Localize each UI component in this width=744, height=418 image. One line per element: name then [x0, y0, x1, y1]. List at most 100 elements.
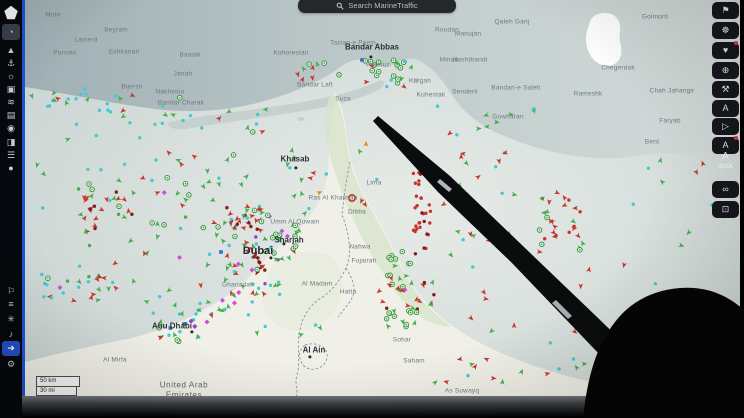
city-marker-dot	[269, 256, 273, 260]
toolbar-button-my-fleet[interactable]: ☸	[712, 22, 739, 39]
town-label: Senderk	[452, 88, 478, 96]
qeshm-island	[167, 80, 385, 130]
country-label: United Arab	[159, 380, 209, 390]
toolbar-button-fullscreen[interactable]: ⊡	[712, 201, 739, 218]
city-label: Dubai	[242, 245, 274, 257]
sidebar-item-cards-icon[interactable]: ▤	[6, 109, 16, 120]
sidebar-item-live-map-icon[interactable]: ◔	[2, 24, 20, 40]
sidebar-item-tags-icon[interactable]: ⚐	[6, 285, 16, 296]
city-label: Al Ain	[302, 345, 326, 355]
map-scale-control: 50 km 30 mi	[36, 376, 80, 396]
vessel-cluster[interactable]	[285, 140, 379, 217]
town-label: Kuhestak	[416, 91, 446, 99]
town-label: Faryab	[659, 117, 681, 125]
search-icon	[337, 2, 344, 10]
search-placeholder: Search MarineTraffic	[348, 1, 418, 10]
scale-km: 50 km	[36, 376, 80, 387]
town-label: Umm Al Quwain	[270, 218, 320, 226]
town-label: Al Mirfa	[103, 356, 127, 364]
town-label: Bastak	[179, 51, 201, 59]
sidebar-item-vessels-icon[interactable]: ▲	[6, 44, 16, 55]
left-sidebar: ◔ ▲ ⚓ ☼ ▣ ≋ ▤ ◉ ◨ ☰ ● ⚐ ≡ ✳ ♪ ➜ ⚙	[0, 0, 25, 418]
notification-badge	[734, 41, 738, 45]
monitor-bezel	[0, 396, 744, 418]
city-label: Bandar Abbas	[345, 42, 399, 52]
vessel-cluster[interactable]	[46, 87, 91, 109]
town-label: Bandar Charak	[157, 99, 205, 107]
sidebar-item-ports-icon[interactable]: ⚓	[6, 57, 16, 68]
town-label: Golmorti	[641, 13, 669, 21]
toolbar-button-favorites[interactable]: ♥	[712, 41, 739, 59]
vessel-cluster[interactable]	[28, 89, 142, 143]
town-label: Nakheloo	[155, 88, 185, 96]
vessel-cluster[interactable]	[294, 60, 342, 83]
toolbar-button-labels-toggle[interactable]: A	[712, 136, 739, 154]
city-label: Sharjah	[274, 235, 304, 245]
sidebar-item-login-icon[interactable]: ➜	[2, 341, 20, 356]
sidebar-item-fleet-icon[interactable]: ◨	[6, 136, 16, 147]
town-label: Chah Jahangir	[649, 87, 695, 95]
toolbar-button-vessel-names[interactable]: A	[712, 100, 739, 117]
town-label: Mohr	[45, 11, 61, 19]
town-label: Dibba	[348, 208, 366, 216]
sidebar-item-settings-icon[interactable]: ⚙	[6, 358, 16, 369]
city-marker-dot	[369, 55, 373, 59]
city-marker-dot	[190, 330, 194, 334]
vessel-cluster[interactable]	[81, 189, 137, 235]
vessel-cluster[interactable]	[151, 301, 215, 345]
toolbar-button-map-projection[interactable]: ⊕	[712, 62, 739, 79]
city-marker-dot	[282, 242, 286, 246]
city-marker-dot	[308, 355, 312, 359]
sidebar-item-camera-icon[interactable]: ◉	[7, 122, 15, 133]
town-label: Rameshk	[573, 90, 603, 98]
vessel-cluster[interactable]	[362, 57, 415, 90]
town-label: Roudan	[435, 26, 459, 34]
sidebar-item-network-icon[interactable]: ✳	[7, 313, 15, 324]
town-label: Tazian-e Paein	[330, 39, 376, 47]
vessel-counter-icon: A	[722, 151, 729, 162]
marinetraffic-logo-icon	[4, 5, 18, 20]
toolbar-button-playback[interactable]: ▷	[712, 118, 739, 135]
city-label: Khasab	[280, 154, 310, 164]
scale-mi: 30 mi	[36, 386, 77, 396]
sidebar-item-more-icon[interactable]: ●	[8, 162, 14, 173]
town-label: Hatta	[339, 288, 357, 296]
town-label: Beyram	[104, 26, 128, 34]
town-label: Ras Al Khaimah	[308, 194, 358, 202]
toolbar-button-saved-views[interactable]: ⚑	[712, 2, 739, 19]
sidebar-item-news-icon[interactable]: ☰	[6, 149, 16, 160]
right-toolbar: ⚑ ☸ ♥ ⊕ ⚒ A ▷ A ∞ ⊡ A 301K	[710, 0, 744, 418]
map-viewport[interactable]: Mohr Beyram Lamerd Eshkanan Parsian Bastak Jan…	[25, 0, 740, 396]
town-label: Ghanadah	[222, 281, 254, 289]
city-marker-dot	[294, 166, 298, 170]
town-label: Minab	[439, 56, 459, 64]
town-label: Kargan	[408, 77, 432, 85]
town-label: As Suwayq	[444, 387, 480, 395]
sidebar-item-photos-icon[interactable]: ▣	[6, 83, 16, 94]
search-bar[interactable]: Search MarineTraffic	[298, 0, 456, 13]
sidebar-item-layers-icon[interactable]: ≡	[8, 298, 14, 309]
vessel-cluster[interactable]	[149, 149, 262, 248]
town-label: Lamerd	[74, 36, 98, 44]
vessel-cluster[interactable]	[46, 273, 112, 304]
vessel-cluster[interactable]	[153, 94, 269, 135]
sidebar-item-notifications-icon[interactable]: ♪	[8, 328, 14, 339]
city-label: Abu Dhabi	[152, 321, 192, 331]
vessel-cluster[interactable]	[225, 203, 264, 234]
town-label: Qaleh Ganj	[494, 18, 530, 26]
toolbar-button-tools[interactable]: ⚒	[712, 81, 739, 98]
sidebar-item-weather-icon[interactable]: ≋	[7, 96, 15, 107]
vessel-cluster[interactable]	[261, 222, 299, 263]
toolbar-button-density-infinity[interactable]: ∞	[712, 181, 739, 198]
town-label: Saham	[403, 357, 425, 365]
town-label: Kohorestan	[273, 49, 309, 57]
town-label: Gowharan	[492, 113, 524, 121]
town-label: Parsian	[53, 49, 77, 57]
town-label: Lima	[366, 179, 382, 187]
vessel-counter: A 301K	[712, 151, 739, 170]
screen-glare	[586, 12, 622, 66]
sidebar-item-lights-icon[interactable]: ☼	[6, 70, 16, 81]
town-label: Chegerdak	[601, 64, 635, 72]
town-label: Al Madam	[301, 280, 333, 288]
